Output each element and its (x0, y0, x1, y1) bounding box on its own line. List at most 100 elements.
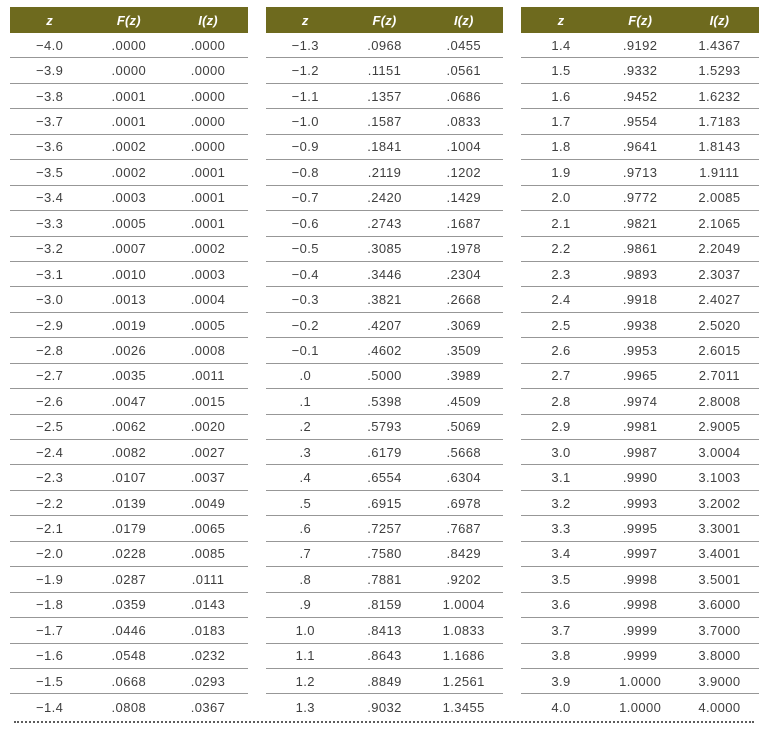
table-cell: 3.5001 (698, 571, 741, 587)
table-row: −0.4 .3446 .2304 (265, 262, 504, 288)
table-cell: −2.8 (35, 342, 64, 358)
table-cell: 2.6 (551, 342, 571, 358)
table-cell: .2304 (446, 266, 481, 282)
table-cell: .0000 (190, 114, 226, 130)
table-cell: −2.7 (35, 368, 64, 384)
table-row: .7 .7580 .8429 (265, 542, 504, 568)
table-cell: −3.5 (35, 164, 64, 180)
table-cell: 1.0833 (442, 622, 485, 638)
table-cell: −0.6 (291, 215, 319, 231)
table-cell: .8 (299, 571, 312, 587)
table-row: .9 .8159 1.0004 (265, 593, 504, 619)
table-cell: 2.0085 (698, 190, 741, 206)
table-cell: 2.4027 (698, 292, 741, 308)
table-cell: 3.8000 (698, 648, 741, 664)
table-cell: .9713 (622, 164, 658, 180)
table-cell: 2.1065 (698, 215, 741, 231)
table-row: 1.2 .8849 1.2561 (265, 669, 504, 695)
table-row: .2 .5793 .5069 (265, 415, 504, 440)
table-row: −2.6 .0047 .0015 (10, 389, 248, 415)
table-row: −1.3 .0968 .0455 (265, 33, 504, 59)
column-header-z: z (46, 12, 53, 28)
table-cell: .0003 (111, 190, 147, 206)
table-cell: −2.1 (35, 521, 64, 537)
table-cell: −2.2 (35, 495, 64, 511)
table-cell: .2 (299, 419, 312, 435)
table-cell: 2.9 (551, 419, 571, 435)
table-row: −2.4 .0082 .0027 (10, 440, 248, 466)
table-cell: .0139 (111, 495, 147, 511)
table-cell: 1.9 (551, 164, 571, 180)
table-row: 1.8 .9641 1.8143 (521, 135, 760, 161)
column-header-Iz: I(z) (453, 12, 474, 28)
table-cell: .0001 (111, 88, 147, 104)
table-cell: .0026 (111, 342, 147, 358)
table-cell: .9987 (622, 444, 658, 460)
table-cell: −2.9 (35, 317, 64, 333)
table-cell: −3.8 (35, 88, 64, 104)
table-cell: .0833 (446, 114, 481, 130)
table-cell: .6304 (446, 470, 481, 486)
table-cell: .2420 (367, 190, 402, 206)
column-header-Iz: I(z) (709, 12, 730, 28)
table-row: −1.8 .0359 .0143 (10, 593, 248, 619)
table-row: −0.2 .4207 .3069 (265, 313, 504, 339)
table-cell: .0000 (111, 37, 147, 53)
table-cell: .4207 (367, 317, 402, 333)
table-cell: .3509 (446, 342, 481, 358)
table-cell: 1.2 (295, 673, 315, 689)
table-cell: .9997 (622, 546, 658, 562)
column-header-Iz: I(z) (198, 12, 218, 28)
column-header-Fz: F(z) (372, 12, 397, 28)
table-cell: 2.9005 (698, 419, 741, 435)
table-cell: −0.1 (291, 342, 319, 358)
table-cell: −1.3 (291, 37, 319, 53)
column-header-z: z (557, 12, 565, 28)
table-row: .6 .7257 .7687 (265, 516, 504, 542)
table-cell: .9999 (622, 648, 658, 664)
table-cell: .1 (299, 393, 312, 409)
table-cell: .0001 (111, 114, 147, 130)
table-cell: .0001 (190, 164, 226, 180)
table-cell: 2.8 (551, 393, 571, 409)
table-cell: .7 (299, 546, 312, 562)
table-cell: .7257 (367, 521, 402, 537)
table-row: 3.6 .9998 3.6000 (521, 593, 760, 619)
table-cell: −3.0 (35, 292, 64, 308)
table-row: −3.7 .0001 .0000 (10, 109, 248, 135)
table-cell: .3821 (367, 292, 402, 308)
table-row: 2.7 .9965 2.7011 (521, 364, 760, 390)
table-cell: 2.7 (551, 368, 571, 384)
table-row: 1.7 .9554 1.7183 (521, 109, 760, 135)
table-cell: 4.0000 (698, 699, 741, 715)
table-cell: .4509 (446, 393, 481, 409)
table-cell: 1.4 (551, 37, 571, 53)
table-cell: .8429 (446, 546, 481, 562)
table-cell: .0003 (190, 266, 226, 282)
table-cell: .9998 (622, 597, 658, 613)
table-row: 2.3 .9893 2.3037 (521, 262, 760, 288)
table-row: −3.3 .0005 .0001 (10, 211, 248, 237)
table-row: 1.5 .9332 1.5293 (521, 58, 760, 84)
table-cell: 1.7 (551, 114, 571, 130)
table-row: −1.5 .0668 .0293 (10, 669, 248, 695)
table-cell: −2.6 (35, 393, 64, 409)
column-header-Fz: F(z) (116, 12, 141, 28)
standard-normal-table-left: z F(z) I(z) −4.0 .0000 .0000 −3.9 .0000 .0000… (10, 7, 248, 720)
table-cell: −1.8 (35, 597, 64, 613)
table-cell: .9974 (622, 393, 658, 409)
table-cell: .9821 (622, 215, 658, 231)
table-cell: 1.6232 (698, 88, 741, 104)
table-cell: .9965 (622, 368, 658, 384)
table-cell: .0002 (111, 164, 147, 180)
table-cell: .0232 (190, 648, 226, 664)
table-row: 1.9 .9713 1.9111 (521, 160, 760, 186)
table-cell: −1.0 (291, 114, 319, 130)
table-cell: 1.8143 (698, 139, 741, 155)
table-cell: .1978 (446, 241, 481, 257)
table-cell: 1.0004 (442, 597, 485, 613)
table-cell: .0019 (111, 317, 147, 333)
table-cell: .0179 (111, 521, 147, 537)
table-cell: .0011 (191, 368, 225, 384)
table-cell: .3069 (446, 317, 481, 333)
